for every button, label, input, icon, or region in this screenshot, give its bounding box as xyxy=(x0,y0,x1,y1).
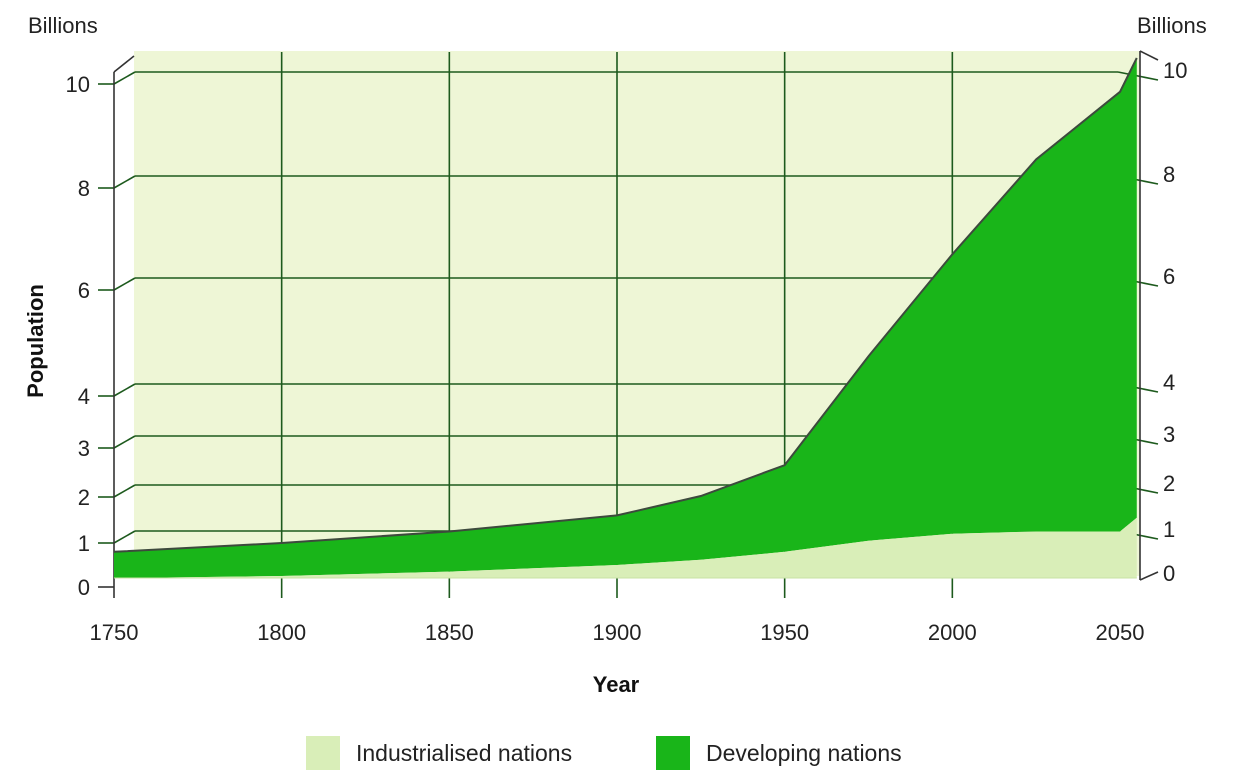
y-tick-label-left: 0 xyxy=(78,575,90,600)
legend-item-developing: Developing nations xyxy=(656,735,902,771)
grid-depth-line xyxy=(113,530,136,544)
right-tick-connector xyxy=(1139,50,1159,61)
tick-labels: 0 0 1 1 2 2 3 3 4 4 6 6 8 8 10 10 1750 1800 1850 1900 1950 20… xyxy=(66,58,1188,645)
right-tick-connector xyxy=(1139,571,1159,581)
x-tick-label: 1950 xyxy=(760,620,809,645)
data-areas xyxy=(113,57,1138,579)
grid-depth-line xyxy=(113,175,136,189)
total-population-line xyxy=(113,57,1138,553)
y-tick-label-right: 6 xyxy=(1163,264,1175,289)
x-tick-label: 1800 xyxy=(257,620,306,645)
y-tick-label-left: 1 xyxy=(78,531,90,556)
y-tick-label-left: 8 xyxy=(78,176,90,201)
y-axis-title: Population xyxy=(23,284,48,398)
grid-depth-line xyxy=(113,383,136,397)
right-tick-connector xyxy=(1117,71,1159,81)
y-tick-label-right: 1 xyxy=(1163,517,1175,542)
y-tick-label-left: 4 xyxy=(78,384,90,409)
y-tick-label-right: 0 xyxy=(1163,561,1175,586)
left-axis-top xyxy=(113,55,135,73)
y-tick-label-right: 4 xyxy=(1163,370,1175,395)
legend-item-industrialised: Industrialised nations xyxy=(306,735,572,771)
left-unit-label: Billions xyxy=(28,13,98,38)
x-tick-label: 1900 xyxy=(593,620,642,645)
developing-swatch xyxy=(656,736,690,770)
y-tick-label-left: 3 xyxy=(78,436,90,461)
x-tick-label: 1750 xyxy=(90,620,139,645)
y-tick-label-right: 2 xyxy=(1163,471,1175,496)
y-tick-label-left: 6 xyxy=(78,278,90,303)
y-tick-label-right: 10 xyxy=(1163,58,1187,83)
y-tick-label-left: 10 xyxy=(66,72,90,97)
y-tick-label-left: 2 xyxy=(78,485,90,510)
x-tick-label: 2050 xyxy=(1096,620,1145,645)
y-tick-label-right: 8 xyxy=(1163,162,1175,187)
grid-depth-line xyxy=(113,484,136,498)
industrialised-swatch xyxy=(306,736,340,770)
x-tick-label: 2000 xyxy=(928,620,977,645)
industrialised-nations-area xyxy=(114,517,1137,579)
grid-depth-line xyxy=(113,277,136,291)
developing-legend-label: Developing nations xyxy=(706,739,902,766)
y-tick-label-right: 3 xyxy=(1163,422,1175,447)
grid-depth-line xyxy=(113,71,136,85)
industrialised-legend-label: Industrialised nations xyxy=(356,739,573,766)
right-unit-label: Billions xyxy=(1137,13,1207,38)
x-tick-label: 1850 xyxy=(425,620,474,645)
chart-canvas: 0 0 1 1 2 2 3 3 4 4 6 6 8 8 10 10 1750 1800 1850 1900 1950 20… xyxy=(23,13,1207,697)
developing-nations-area xyxy=(114,58,1137,579)
x-axis-title: Year xyxy=(593,672,640,697)
grid-depth-line xyxy=(113,435,136,449)
